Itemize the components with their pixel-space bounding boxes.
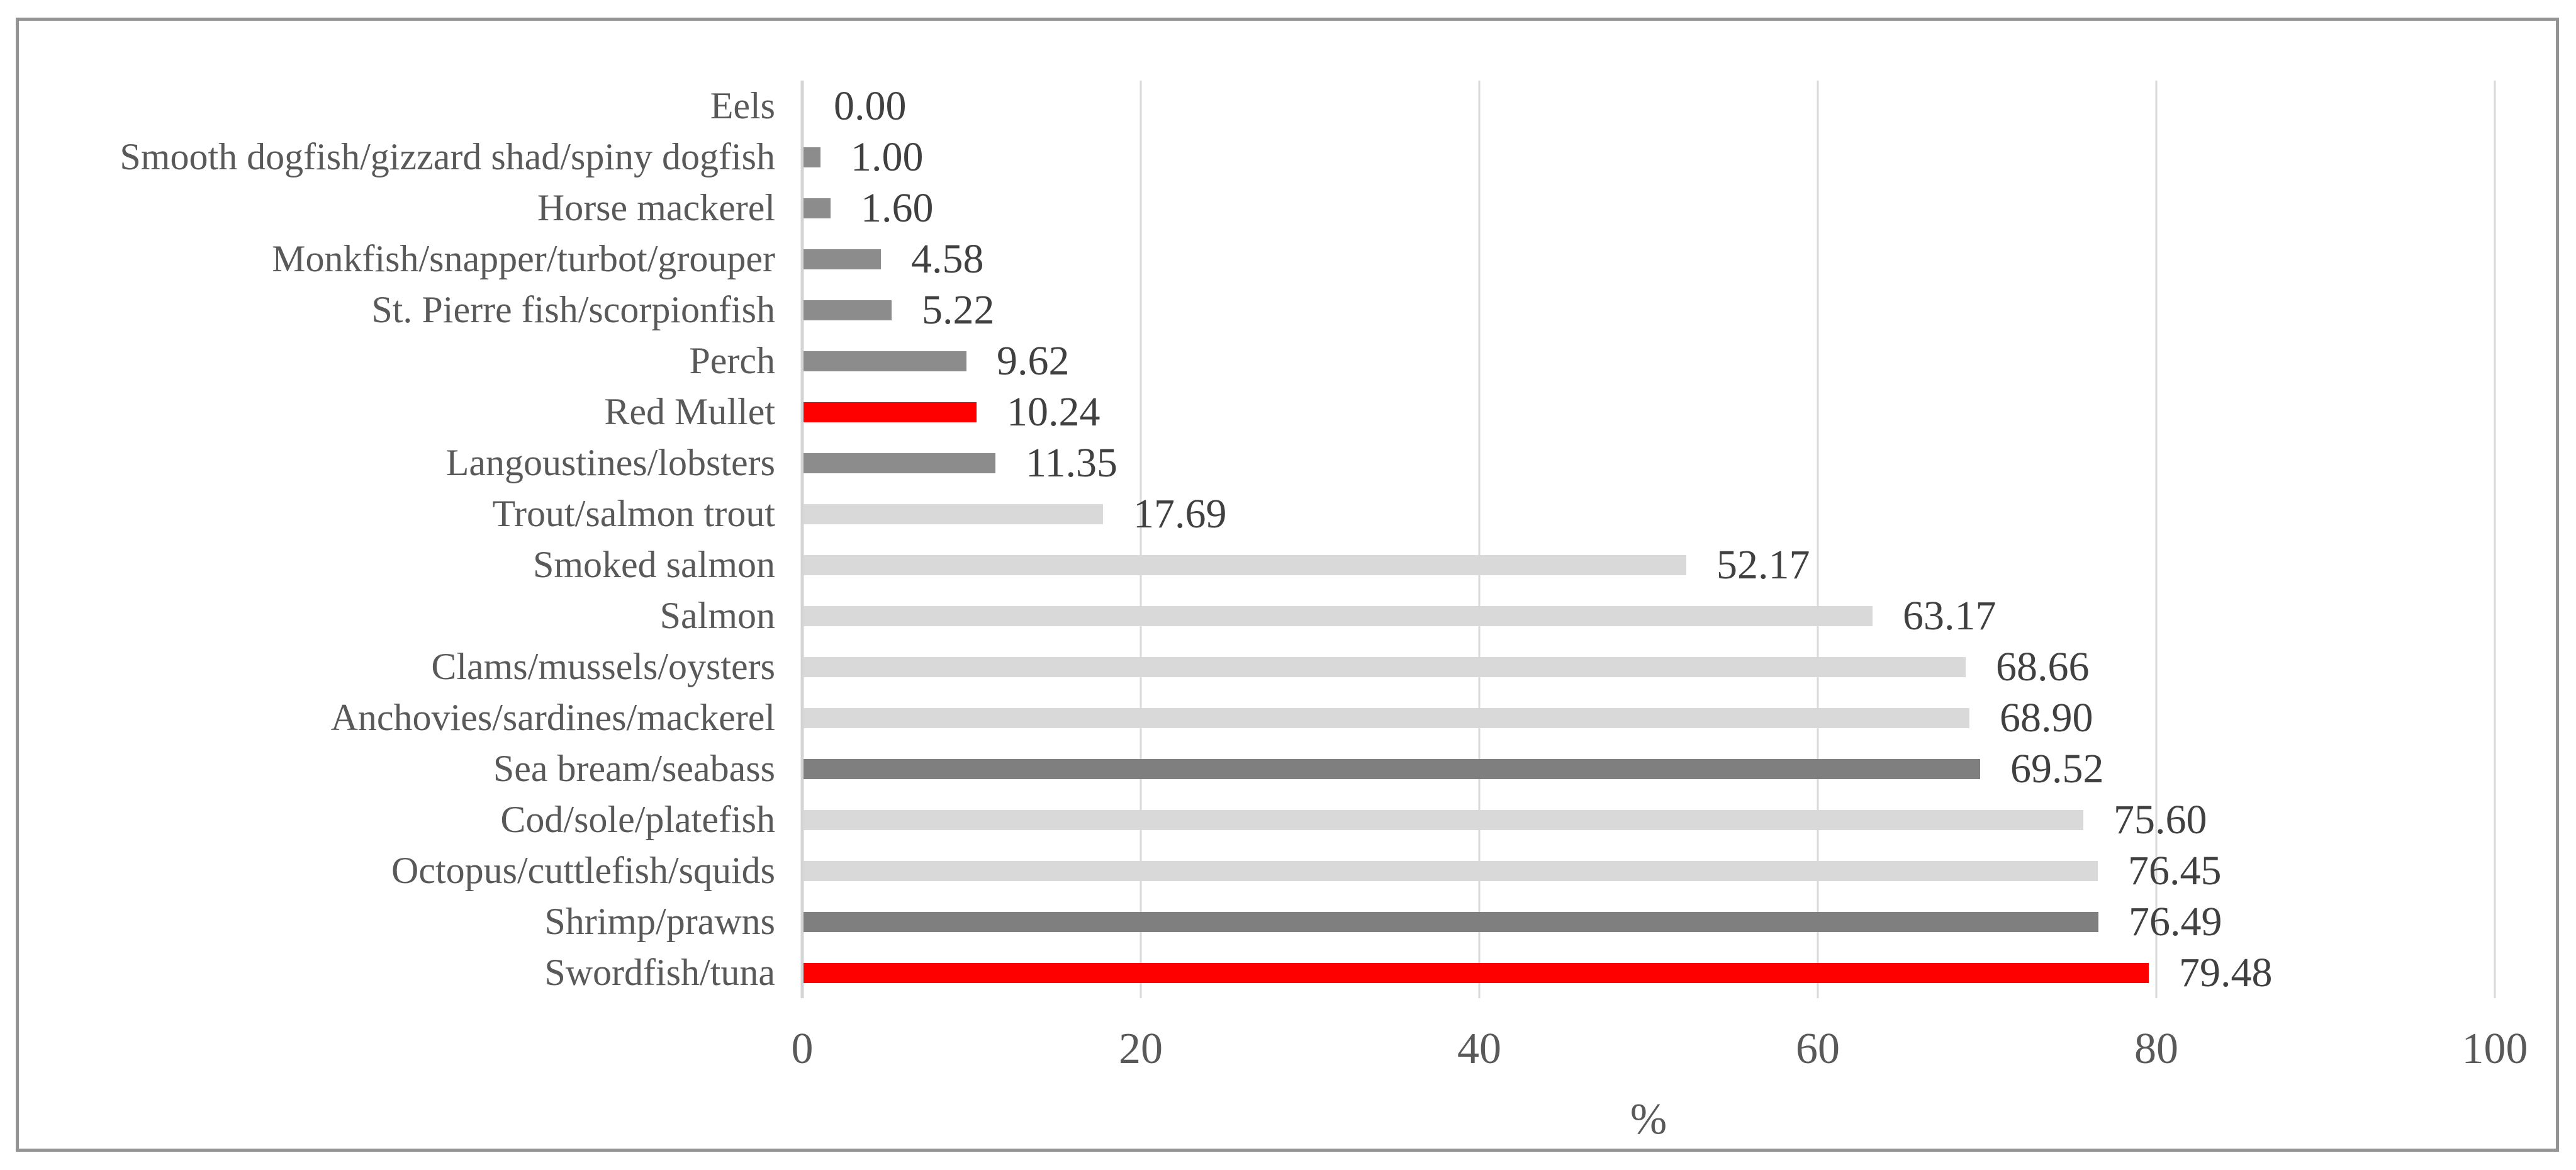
value-label: 4.58 [911, 236, 984, 282]
x-tick-label: 60 [1796, 1025, 1840, 1073]
category-label: Smooth dogfish/gizzard shad/spiny dogfis… [120, 136, 775, 177]
category-label: Trout/salmon trout [492, 493, 775, 534]
bar [804, 198, 831, 218]
bar [804, 912, 2098, 932]
gridline [1817, 81, 1819, 998]
gridline [1478, 81, 1481, 998]
gridline [2494, 81, 2496, 998]
bar [804, 606, 1873, 626]
category-label: Horse mackerel [537, 187, 775, 228]
category-label: Red Mullet [604, 391, 775, 432]
x-tick-label: 80 [2134, 1025, 2178, 1073]
category-label: Eels [710, 85, 775, 127]
category-label: Perch [689, 340, 775, 381]
value-label: 63.17 [1903, 593, 1996, 639]
value-label: 76.49 [2129, 899, 2222, 945]
value-label: 68.66 [1996, 644, 2090, 690]
category-label: Swordfish/tuna [544, 952, 775, 993]
value-label: 9.62 [997, 338, 1070, 384]
category-label: Octopus/cuttlefish/squids [391, 850, 775, 891]
value-label: 17.69 [1133, 491, 1227, 537]
value-label: 69.52 [2010, 746, 2104, 792]
chart-frame [16, 18, 2559, 1152]
value-label: 1.60 [861, 185, 934, 231]
x-tick-label: 40 [1457, 1025, 1501, 1073]
gridline [2155, 81, 2158, 998]
bar [804, 861, 2098, 881]
value-label: 52.17 [1716, 542, 1810, 588]
bar [804, 402, 977, 422]
bar [804, 657, 1966, 677]
x-tick-label: 100 [2461, 1025, 2528, 1073]
value-label: 75.60 [2114, 797, 2207, 843]
value-label: 1.00 [851, 134, 924, 180]
value-label: 11.35 [1026, 440, 1118, 486]
value-label: 5.22 [922, 287, 995, 333]
x-tick-label: 20 [1119, 1025, 1163, 1073]
category-label: Smoked salmon [533, 544, 775, 585]
category-label: Cod/sole/platefish [500, 799, 775, 840]
x-axis-title: % [1630, 1095, 1667, 1144]
x-tick-label: 0 [791, 1025, 814, 1073]
category-label: Anchovies/sardines/mackerel [330, 697, 775, 738]
bar [804, 351, 966, 371]
value-label: 68.90 [2000, 695, 2093, 741]
category-label: St. Pierre fish/scorpionfish [371, 289, 775, 330]
bar [804, 504, 1103, 524]
value-label: 0.00 [834, 83, 907, 129]
bar [804, 147, 820, 167]
category-label: Clams/mussels/oysters [431, 646, 775, 687]
value-label: 79.48 [2179, 950, 2273, 996]
category-label: Sea bream/seabass [493, 748, 775, 789]
value-label: 76.45 [2128, 848, 2222, 894]
bar [804, 708, 1969, 728]
bar [804, 249, 881, 269]
value-label: 10.24 [1007, 389, 1100, 435]
category-label: Salmon [659, 595, 775, 636]
bar [804, 555, 1686, 575]
bar [804, 963, 2149, 983]
gridline [1140, 81, 1142, 998]
bar [804, 759, 1980, 779]
y-axis-line [800, 81, 804, 998]
category-label: Langoustines/lobsters [445, 442, 775, 483]
bar [804, 300, 892, 320]
bar [804, 453, 995, 473]
bar [804, 810, 2083, 830]
category-label: Monkfish/snapper/turbot/grouper [272, 238, 775, 279]
category-label: Shrimp/prawns [544, 901, 775, 942]
